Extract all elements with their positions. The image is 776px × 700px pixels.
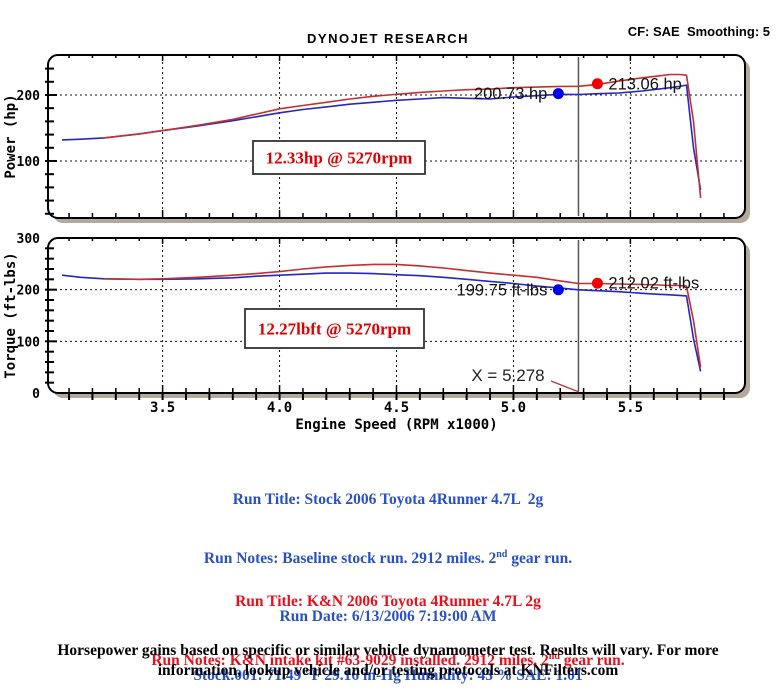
cursor-x-label: X = 5.278 <box>471 366 544 385</box>
run-notes-tail: gear run. <box>507 549 573 567</box>
y-tick-label: 100 <box>17 155 41 170</box>
power-gain-box <box>252 140 426 175</box>
x-tick-label: 5.0 <box>501 400 526 416</box>
power-marker-kn <box>591 78 603 90</box>
report-title: DYNOJET RESEARCH <box>307 31 469 46</box>
x-tick-label: 4.5 <box>384 400 409 416</box>
run-title: Run Title: Stock 2006 Toyota 4Runner 4.7… <box>232 491 544 508</box>
run-info-kn: Run Title: K&N 2006 Toyota 4Runner 4.7L … <box>0 553 776 700</box>
torque-axis-title: Torque (ft-lbs) <box>3 252 19 378</box>
x-axis-title: Engine Speed (RPM x1000) <box>295 417 497 433</box>
run-date: Run Date: 6/13/2006 7:19:00 AM <box>279 608 497 625</box>
torque-marker-label: 199.75 ft-lbs <box>457 281 548 299</box>
run-title: Run Title: K&N 2006 Toyota 4Runner 4.7L … <box>235 593 541 610</box>
power-marker-stock <box>552 88 564 100</box>
power-marker-label: 213.06 hp <box>608 75 681 93</box>
run-conditions: Stock.001: 71.49 °F 29.16 in-Hg Humidity… <box>193 666 583 684</box>
run-notes-superscript: nd <box>548 650 560 662</box>
y-tick-label: 200 <box>17 284 41 299</box>
torque-chart: 0 100 200 300 12.27lbft @ 5270rpm 199.75 ft-l… <box>3 232 750 433</box>
run-info-stock: Run Title: Stock 2006 Toyota 4Runner 4.7… <box>0 451 776 700</box>
run-notes-tail: gear run. <box>559 651 625 669</box>
power-marker-label: 200.73 hp <box>474 85 547 103</box>
torque-curve-kn <box>104 263 702 368</box>
torque-gain-box <box>244 308 425 349</box>
y-tick-label: 100 <box>17 335 41 350</box>
power-axis-title: Power (hp) <box>3 94 19 178</box>
torque-curve-stock <box>61 272 702 372</box>
power-curve-kn <box>104 73 702 198</box>
power-gain-label: 12.33hp @ 5270rpm <box>266 149 413 168</box>
run-notes: Run Notes: K&N intake kit #63-9029 insta… <box>0 651 776 671</box>
y-tick-label: 0 <box>32 387 40 402</box>
torque-marker-stock <box>552 284 564 296</box>
disclaimer-line-1: Horsepower gains based on specific or si… <box>57 642 719 659</box>
torque-gain-label: 12.27lbft @ 5270rpm <box>258 320 411 339</box>
correction-info: CF: SAE Smoothing: 5 <box>627 24 770 39</box>
x-tick-label: 3.5 <box>150 400 175 416</box>
run-notes: Run Notes: Baseline stock run. 2912 mile… <box>0 549 776 569</box>
x-tick-label: 5.5 <box>618 400 643 416</box>
y-tick-label: 200 <box>17 89 41 104</box>
disclaimer-line-2: information, lookup vehicle and/or testi… <box>157 661 619 679</box>
torque-marker-label: 212.02 ft-lbs <box>608 275 699 293</box>
cursor-x-leader <box>550 380 580 393</box>
run-notes-text: Run Notes: Baseline stock run. 2912 mile… <box>203 549 497 567</box>
run-notes-text: Run Notes: K&N intake kit #63-9029 insta… <box>151 651 549 669</box>
torque-marker-kn <box>591 277 603 289</box>
x-tick-label: 4.0 <box>267 400 292 416</box>
dyno-chart-canvas: 100 200 12.33hp @ 5270rpm 200.73 hp 213.06 h… <box>3 54 750 433</box>
power-chart: 100 200 12.33hp @ 5270rpm 200.73 hp 213.06 h… <box>3 54 750 223</box>
y-tick-label: 300 <box>17 232 41 247</box>
run-notes-superscript: nd <box>496 548 508 560</box>
disclaimer: Horsepower gains based on specific or si… <box>18 641 758 680</box>
